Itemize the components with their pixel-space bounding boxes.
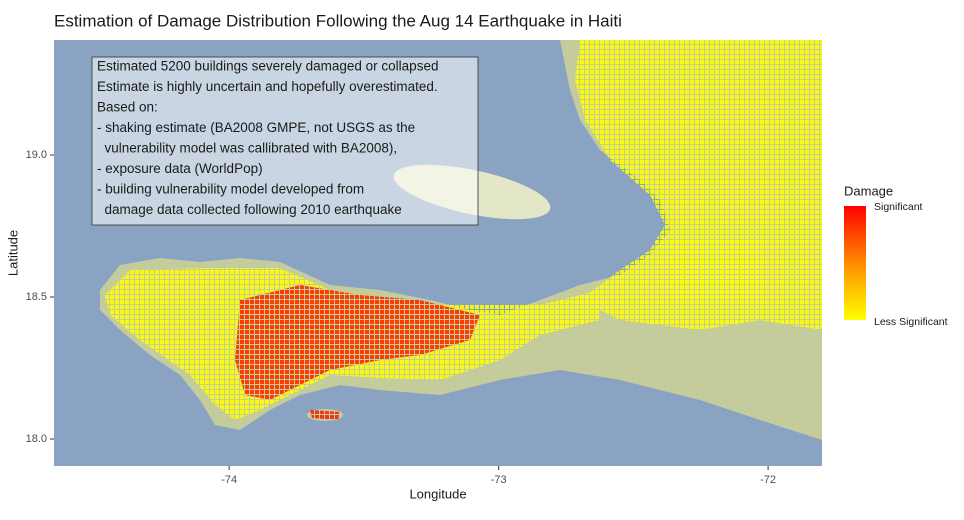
annotation-line: damage data collected following 2010 ear… xyxy=(97,202,402,217)
legend-title: Damage xyxy=(844,183,893,198)
annotation-line: - exposure data (WorldPop) xyxy=(97,161,263,176)
annotation-line: Estimate is highly uncertain and hopeful… xyxy=(97,79,438,94)
map: Estimated 5200 buildings severely damage… xyxy=(54,40,822,466)
annotation-line: Estimated 5200 buildings severely damage… xyxy=(97,59,438,74)
annotation-line: - building vulnerability model developed… xyxy=(97,182,364,197)
annotation-box xyxy=(91,56,479,226)
y-tick-label: 18.0 xyxy=(26,433,47,445)
x-axis-label: Longitude xyxy=(409,486,466,501)
x-tick-label: -74 xyxy=(221,474,237,486)
annotation-line: vulnerability model was callibrated with… xyxy=(97,141,397,156)
damage-area xyxy=(670,240,760,300)
legend-label: Significant xyxy=(874,201,923,213)
y-tick-label: 19.0 xyxy=(26,149,47,161)
y-tick-label: 18.5 xyxy=(26,291,47,303)
chart-title: Estimation of Damage Distribution Follow… xyxy=(54,11,622,30)
legend-label: Less Significant xyxy=(874,316,948,328)
annotation-line: Based on: xyxy=(97,100,158,115)
damage-area xyxy=(310,410,340,420)
x-tick-label: -73 xyxy=(491,474,507,486)
x-tick-label: -72 xyxy=(760,474,776,486)
damage-area xyxy=(575,40,822,330)
damage-area xyxy=(235,285,480,400)
legend-colorbar xyxy=(844,206,866,320)
y-axis-label: Latitude xyxy=(5,230,20,276)
annotation-line: - shaking estimate (BA2008 GMPE, not USG… xyxy=(97,120,415,135)
